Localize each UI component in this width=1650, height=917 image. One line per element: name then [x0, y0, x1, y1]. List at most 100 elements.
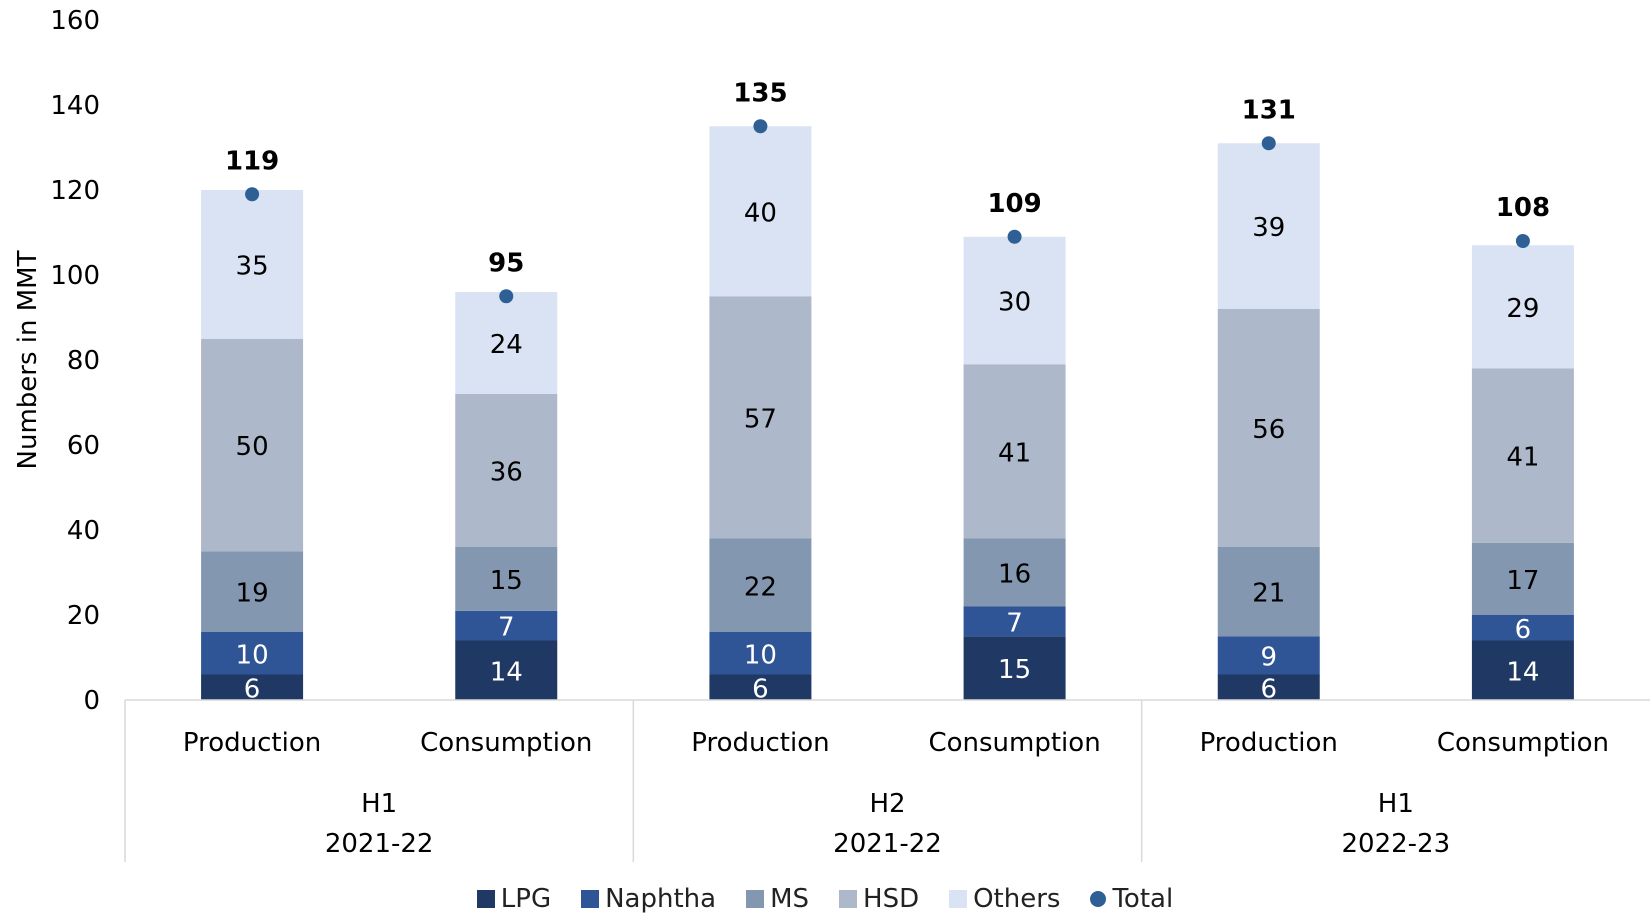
data-label-lpg: 6: [244, 674, 261, 704]
legend-item-hsd: HSD: [839, 884, 919, 914]
x-axis-labels: Production Consumption Production Consumpti…: [183, 728, 1609, 859]
legend-label-total: Total: [1112, 883, 1174, 914]
legend-swatch-others: [949, 889, 968, 908]
bar-segment-others: [455, 292, 558, 394]
bar-segment-lpg: [1471, 640, 1574, 700]
total-label: 131: [1242, 95, 1296, 125]
bar-segment-hsd: [201, 338, 304, 552]
bar-segment-lpg: [963, 636, 1066, 700]
data-label-ms: 17: [1506, 566, 1539, 596]
legend-swatch-naphtha: [581, 889, 600, 908]
data-label-lpg: 6: [752, 674, 769, 704]
legend: LPG Naphtha MS HSD Others Total: [0, 880, 1650, 917]
x-tick-label: Consumption: [928, 728, 1100, 758]
legend-label-hsd: HSD: [863, 883, 920, 914]
group-label-year: 2021-22: [833, 829, 942, 859]
group-label-period: H1: [1378, 789, 1414, 819]
data-label-hsd: 50: [236, 432, 269, 462]
legend-label-naphtha: Naphtha: [605, 883, 717, 914]
y-tick-label: 40: [67, 516, 100, 546]
data-label-ms: 22: [744, 572, 777, 602]
bar-segment-ms: [1217, 547, 1320, 637]
legend-swatch-ms: [746, 889, 765, 908]
data-label-others: 39: [1252, 213, 1285, 243]
bar-segment-ms: [201, 551, 304, 632]
bar-segment-others: [201, 190, 304, 339]
data-label-hsd: 56: [1252, 415, 1285, 445]
x-tick-label: Consumption: [1437, 728, 1609, 758]
data-label-hsd: 41: [998, 438, 1031, 468]
data-label-naphtha: 6: [1515, 615, 1532, 645]
y-tick-label: 20: [67, 601, 100, 631]
bar-segment-naphtha: [963, 606, 1066, 637]
total-marker: [753, 119, 768, 134]
y-tick-label: 120: [50, 176, 100, 206]
bar-segment-ms: [963, 538, 1066, 607]
bar-segment-hsd: [963, 364, 1066, 539]
group-label-year: 2022-23: [1342, 829, 1451, 859]
y-tick-label: 160: [50, 6, 100, 36]
data-label-naphtha: 7: [1006, 608, 1023, 638]
legend-item-others: Others: [949, 884, 1060, 914]
bar-segment-hsd: [709, 296, 812, 539]
group-label-period: H1: [361, 789, 397, 819]
bar-segment-hsd: [1217, 309, 1320, 547]
data-label-ms: 15: [490, 566, 523, 596]
y-axis-ticks: 0 20 40 60 80 100 120 140 160: [50, 6, 100, 716]
total-marker: [499, 289, 514, 304]
y-tick-label: 140: [50, 91, 100, 121]
x-tick-label: Production: [183, 728, 321, 758]
legend-swatch-hsd: [839, 889, 858, 908]
chart-canvas: Numbers in MMT 0 20 40 60 80 100 120 140 160 6 10…: [13, 6, 1650, 862]
data-label-lpg: 14: [1506, 657, 1539, 687]
bar-segment-ms: [1471, 542, 1574, 615]
x-axis: [124, 699, 1650, 862]
legend-label-ms: MS: [770, 883, 810, 914]
bar-segment-naphtha: [455, 610, 558, 641]
legend-item-ms: MS: [746, 884, 809, 914]
bar-segment-ms: [455, 547, 558, 611]
data-label-others: 24: [490, 330, 523, 360]
bar-segment-lpg: [455, 640, 558, 700]
data-label-hsd: 36: [490, 458, 523, 488]
data-label-ms: 16: [998, 560, 1031, 590]
data-label-others: 35: [236, 251, 269, 281]
group-label-year: 2021-22: [325, 829, 434, 859]
total-label: 95: [488, 248, 524, 278]
data-label-ms: 19: [236, 579, 269, 609]
total-label: 119: [225, 146, 279, 176]
legend-item-total: Total: [1090, 884, 1173, 914]
bars: 6101950351191471536249561022574013515716…: [201, 78, 1574, 704]
x-tick-label: Consumption: [420, 728, 592, 758]
data-label-lpg: 14: [490, 657, 523, 687]
bar-segment-naphtha: [709, 632, 812, 675]
total-label: 109: [987, 189, 1041, 219]
y-tick-label: 60: [67, 431, 100, 461]
bar-segment-naphtha: [1471, 615, 1574, 641]
data-label-others: 29: [1506, 294, 1539, 324]
bar-segment-lpg: [201, 674, 304, 700]
bar-segment-others: [1471, 245, 1574, 369]
data-label-naphtha: 7: [498, 613, 515, 643]
legend-item-lpg: LPG: [476, 884, 551, 914]
data-label-hsd: 57: [744, 404, 777, 434]
bar-segment-lpg: [709, 674, 812, 700]
y-tick-label: 0: [83, 686, 100, 716]
data-label-hsd: 41: [1506, 443, 1539, 473]
data-label-lpg: 6: [1260, 674, 1277, 704]
bar-segment-hsd: [455, 394, 558, 547]
x-tick-label: Production: [1200, 728, 1338, 758]
y-axis-label: Numbers in MMT: [13, 250, 43, 469]
total-marker: [1261, 136, 1276, 151]
y-tick-label: 80: [67, 346, 100, 376]
bar-segment-others: [1217, 143, 1320, 309]
data-label-ms: 21: [1252, 579, 1285, 609]
x-tick-label: Production: [691, 728, 829, 758]
data-label-naphtha: 10: [744, 640, 777, 670]
data-label-others: 40: [744, 198, 777, 228]
bar-segment-naphtha: [201, 632, 304, 675]
bar-segment-hsd: [1471, 368, 1574, 543]
data-label-others: 30: [998, 288, 1031, 318]
bar-segment-others: [709, 126, 812, 297]
bar-segment-naphtha: [1217, 636, 1320, 675]
